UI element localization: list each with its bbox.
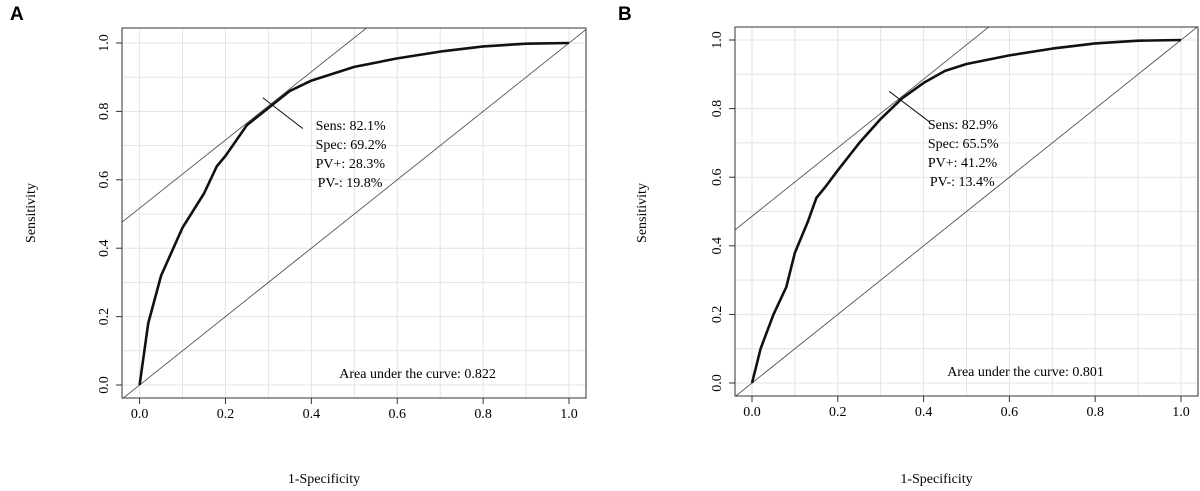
x-tick-label: 0.0 <box>743 405 761 420</box>
x-tick-label: 1.0 <box>560 407 578 422</box>
roc-curve <box>138 41 570 386</box>
panel-a: A 0.0 0.2 0.4 0.6 0.8 1.0 0.0 0.2 0.4 0.6 0.8 1.0 1-S… <box>10 4 587 487</box>
x-tick-label: 1.0 <box>1172 405 1190 420</box>
tangent-line <box>122 28 368 223</box>
plot-area <box>735 27 1198 396</box>
y-tick-label: 0.4 <box>97 239 112 257</box>
panel-label: A <box>10 4 24 25</box>
x-tick-label: 0.6 <box>388 407 406 422</box>
panel-b: B 0.0 0.2 0.4 0.6 0.8 1.0 0.0 0.2 0.4 0.6 0.8 1.0 1-S… <box>618 4 1199 487</box>
x-tick-label: 0.4 <box>915 405 933 420</box>
y-tick-label: 0.6 <box>97 171 112 189</box>
y-tick-label: 0.0 <box>97 376 112 394</box>
y-tick-label: 0.4 <box>710 237 725 255</box>
annotation-sens: Sens: 82.9% <box>928 118 998 133</box>
y-tick-label: 0.2 <box>710 306 725 324</box>
y-axis-label: Sensitivity <box>24 183 39 243</box>
optimal-cutoff-marker <box>888 91 931 123</box>
x-tick-label: 0.4 <box>303 407 321 422</box>
y-tick-label: 0.0 <box>710 374 725 392</box>
auc-annotation: Area under the curve: 0.822 <box>339 367 496 382</box>
x-tick-label: 0.8 <box>1086 405 1104 420</box>
annotation-sens: Sens: 82.1% <box>316 119 386 134</box>
x-tick-label: 0.6 <box>1001 405 1019 420</box>
x-tick-label: 0.0 <box>131 407 149 422</box>
annotation-npv: PV-: 19.8% <box>318 176 383 191</box>
y-tick-label: 1.0 <box>97 34 112 52</box>
auc-annotation: Area under the curve: 0.801 <box>947 365 1104 380</box>
y-tick-label: 0.8 <box>97 103 112 121</box>
annotation-spec: Spec: 65.5% <box>928 137 999 152</box>
y-axis-label: Sensitivity <box>635 183 650 243</box>
optimal-cutoff-marker <box>262 97 304 129</box>
y-tick-label: 0.2 <box>97 308 112 326</box>
annotation-spec: Spec: 69.2% <box>316 138 387 153</box>
roc-curve <box>750 38 1182 384</box>
annotation-npv: PV-: 13.4% <box>930 175 995 190</box>
plot-area <box>122 28 586 398</box>
x-axis-label: 1-Specificity <box>900 472 972 487</box>
y-tick-label: 0.6 <box>710 168 725 186</box>
tangent-line <box>735 27 990 231</box>
y-tick-label: 0.8 <box>710 100 725 118</box>
panel-label: B <box>618 4 632 25</box>
y-tick-label: 1.0 <box>710 31 725 49</box>
annotation-ppv: PV+: 41.2% <box>928 156 998 171</box>
reference-diagonal <box>122 28 586 398</box>
x-tick-label: 0.2 <box>829 405 847 420</box>
reference-diagonal <box>735 27 1198 396</box>
x-axis-label: 1-Specificity <box>288 472 360 487</box>
x-tick-label: 0.2 <box>217 407 235 422</box>
annotation-ppv: PV+: 28.3% <box>316 157 386 172</box>
plot-frame <box>121 27 587 399</box>
plot-frame <box>734 26 1199 397</box>
x-tick-label: 0.8 <box>474 407 492 422</box>
